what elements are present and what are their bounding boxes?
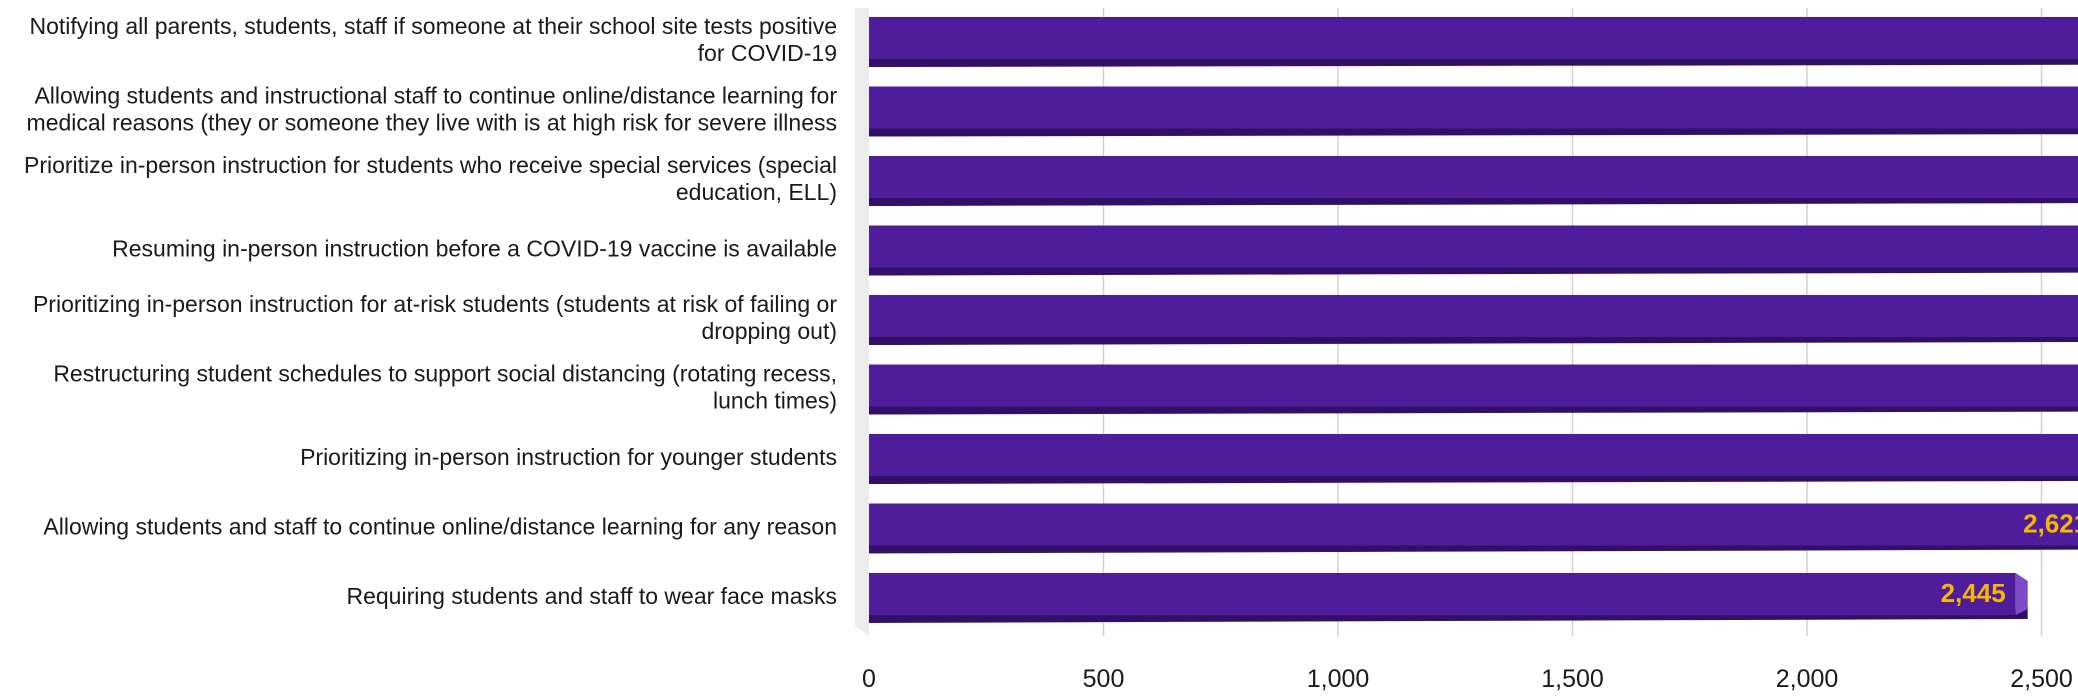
x-tick-label: 1,500	[1541, 665, 1604, 693]
category-label: Prioritize in-person instruction for stu…	[24, 152, 837, 178]
bar	[869, 17, 2078, 59]
category-label: medical reasons (they or someone they li…	[27, 110, 837, 136]
bar-end-face	[2016, 573, 2028, 615]
bar	[869, 87, 2078, 129]
category-label: Allowing students and staff to continue …	[43, 514, 837, 540]
bar-value-label: 2,621	[2023, 509, 2078, 539]
x-tick-label: 2,500	[2010, 665, 2073, 693]
category-label: dropping out)	[701, 318, 837, 344]
bar	[869, 365, 2078, 407]
chart-left-wall	[855, 8, 869, 636]
bar	[869, 434, 2078, 476]
bar	[869, 156, 2078, 198]
x-tick-label: 1,000	[1307, 665, 1370, 693]
category-label: Prioritizing in-person instruction for a…	[33, 291, 837, 317]
x-axis-ticks: 05001,0001,5002,0002,5003,0003,5004,0004…	[862, 665, 2078, 693]
bars	[869, 17, 2078, 623]
bar-value-label: 2,445	[1941, 578, 2006, 608]
category-labels: Notifying all parents, students, staff i…	[24, 13, 837, 609]
category-label: Prioritizing in-person instruction for y…	[300, 444, 837, 470]
x-tick-label: 2,000	[1776, 665, 1839, 693]
bar	[869, 226, 2078, 268]
bar	[869, 504, 2078, 546]
x-tick-label: 500	[1083, 665, 1125, 693]
category-label: education, ELL)	[676, 179, 837, 205]
x-tick-label: 0	[862, 665, 876, 693]
bar	[869, 295, 2078, 337]
chart-wall	[855, 8, 869, 636]
category-label: for COVID-19	[698, 40, 837, 66]
category-label: Requiring students and staff to wear fac…	[346, 583, 837, 609]
category-label: Restructuring student schedules to suppo…	[53, 361, 837, 387]
category-label: Notifying all parents, students, staff i…	[29, 13, 837, 39]
bar	[869, 573, 2016, 615]
category-label: lunch times)	[713, 388, 837, 414]
category-label: Allowing students and instructional staf…	[34, 83, 837, 109]
category-label: Resuming in-person instruction before a …	[112, 236, 837, 262]
